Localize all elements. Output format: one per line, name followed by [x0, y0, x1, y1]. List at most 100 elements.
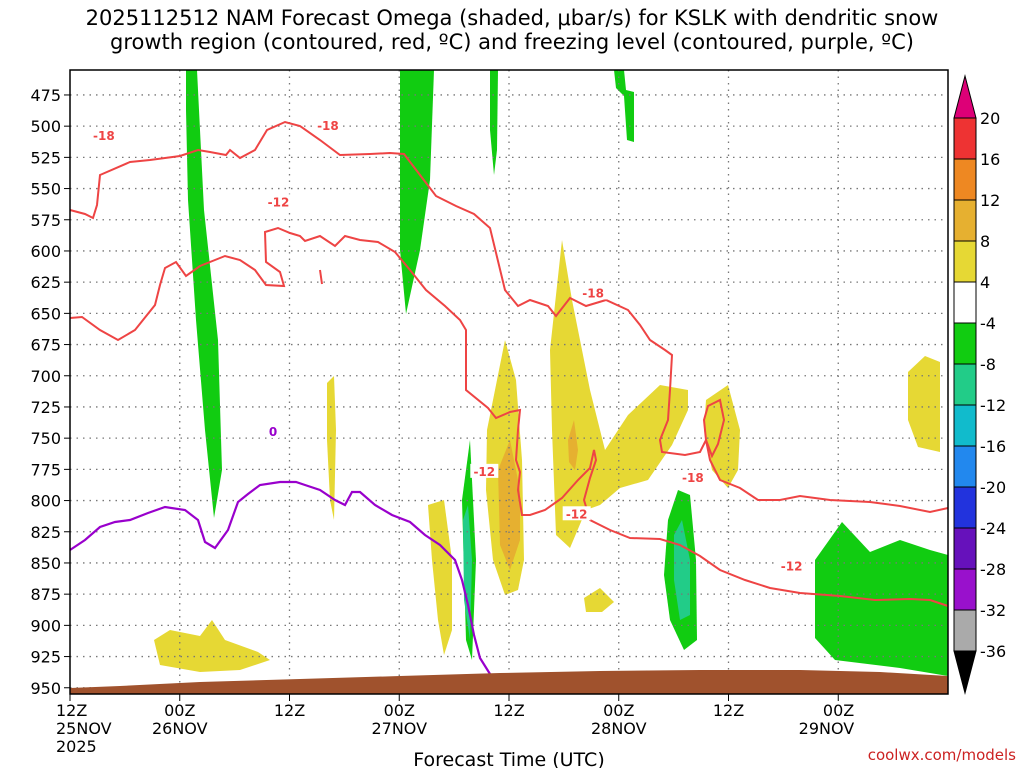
colorbar-swatch — [953, 568, 977, 611]
colorbar-label: -36 — [980, 642, 1006, 661]
x-tick-label: 12Z — [274, 701, 305, 720]
y-tick-label: 500 — [30, 117, 61, 136]
omega-positive-region — [327, 376, 336, 520]
colorbar-swatch — [953, 486, 977, 529]
dgz-contour-label: -18 — [582, 286, 604, 300]
colorbar-label: 8 — [980, 232, 990, 251]
x-axis-label: Forecast Time (UTC) — [413, 749, 604, 768]
x-tick-label: 00Z — [164, 701, 195, 720]
colorbar-swatch — [953, 527, 977, 570]
y-axis-ticks: 475 500 525 550 575 600 625 650 675 700 725 750 775 8… — [30, 86, 70, 698]
x-tick-label: 25NOV — [56, 719, 112, 738]
x-tick-label: 29NOV — [799, 719, 855, 738]
x-tick-label: 27NOV — [371, 719, 427, 738]
y-tick-label: 525 — [30, 148, 61, 167]
omega-positive-region — [154, 620, 270, 672]
colorbar-swatch — [953, 363, 977, 406]
dgz-contour-label: -18 — [317, 119, 339, 133]
colorbar-label: -16 — [980, 437, 1006, 456]
credit-text: coolwx.com/models — [867, 746, 1016, 764]
dgz-contour-label: -12 — [566, 507, 588, 521]
contour-label-background — [470, 463, 499, 478]
minus-12-contour-blip — [319, 269, 323, 285]
y-tick-label: 700 — [30, 367, 61, 386]
y-tick-label: 650 — [30, 304, 61, 323]
omega-positive-region — [908, 356, 940, 452]
omega-negative-region — [400, 70, 434, 314]
omega-moderate-region — [498, 440, 520, 570]
colorbar-label: 20 — [980, 109, 1000, 128]
colorbar-label: -20 — [980, 478, 1006, 497]
x-tick-label: 28NOV — [591, 719, 647, 738]
dgz-contour-label: -18 — [682, 471, 704, 485]
colorbar-label: -4 — [980, 314, 996, 333]
omega-shading — [154, 70, 948, 676]
colorbar-swatch — [953, 158, 977, 201]
contour-label-background — [562, 506, 591, 521]
y-tick-label: 625 — [30, 273, 61, 292]
colorbar-label: -12 — [980, 396, 1006, 415]
x-tick-label: 12Z — [493, 701, 524, 720]
omega-negative-region — [490, 70, 498, 175]
contour-labels: -18 -18 -12 -18 -12 -12 -18 -12 0 — [89, 118, 806, 574]
omega-positive-region — [704, 385, 740, 488]
contour-label-background — [777, 558, 806, 573]
colorbar-label: -32 — [980, 601, 1006, 620]
contour-label-background — [313, 118, 342, 133]
y-tick-label: 675 — [30, 336, 61, 355]
x-tick-label: 00Z — [823, 701, 854, 720]
y-tick-label: 725 — [30, 398, 61, 417]
colorbar-swatch — [953, 240, 977, 283]
colorbar-swatch — [953, 281, 977, 324]
y-tick-label: 575 — [30, 211, 61, 230]
contour-label-background — [267, 423, 280, 438]
title-line-1: 2025112512 NAM Forecast Omega (shaded, μ… — [85, 6, 939, 30]
y-tick-label: 475 — [30, 86, 61, 105]
colorbar-bottom-arrow — [953, 650, 977, 695]
y-tick-label: 850 — [30, 554, 61, 573]
dgz-contour-label: -12 — [268, 195, 290, 209]
x-tick-label: 2025 — [56, 737, 97, 756]
colorbar-swatch — [953, 117, 977, 160]
contour-label-background — [264, 194, 293, 209]
colorbar-swatch — [953, 322, 977, 365]
colorbar-swatch — [953, 199, 977, 242]
x-tick-label: 26NOV — [152, 719, 208, 738]
y-tick-label: 900 — [30, 616, 61, 635]
omega-weak-teal — [463, 505, 472, 640]
minus-12-contour-loop — [702, 398, 726, 459]
colorbar-label: 4 — [980, 273, 990, 292]
y-tick-label: 600 — [30, 242, 61, 261]
omega-positive-region — [550, 240, 688, 548]
colorbar-top-arrow — [953, 74, 977, 119]
contour-label-background — [579, 285, 608, 300]
colorbar-swatch — [953, 404, 977, 447]
contour-label-background — [89, 128, 118, 143]
dgz-contour-label: -12 — [473, 465, 495, 479]
y-tick-label: 800 — [30, 492, 61, 511]
y-tick-label: 750 — [30, 429, 61, 448]
y-tick-label: 775 — [30, 460, 61, 479]
freezing-level-label: 0 — [269, 425, 277, 439]
dgz-contour-label: -12 — [781, 560, 803, 574]
omega-negative-region — [614, 70, 634, 142]
colorbar-label: -24 — [980, 519, 1006, 538]
grid-lines — [70, 70, 948, 694]
omega-negative-region — [186, 70, 222, 518]
colorbar-swatch — [953, 445, 977, 488]
colorbar-label: 12 — [980, 191, 1000, 210]
contour-label-background — [678, 470, 707, 485]
terrain-ground — [70, 670, 948, 694]
x-tick-label: 00Z — [384, 701, 415, 720]
omega-positive-region — [428, 500, 452, 655]
colorbar-label: 16 — [980, 150, 1000, 169]
dgz-contour-label: -18 — [93, 129, 115, 143]
freezing-level-contour — [69, 480, 491, 675]
y-tick-label: 825 — [30, 523, 61, 542]
x-tick-label: 12Z — [713, 701, 744, 720]
y-tick-label: 950 — [30, 679, 61, 698]
minus-12-contour — [69, 226, 949, 607]
colorbar-label: -8 — [980, 355, 996, 374]
